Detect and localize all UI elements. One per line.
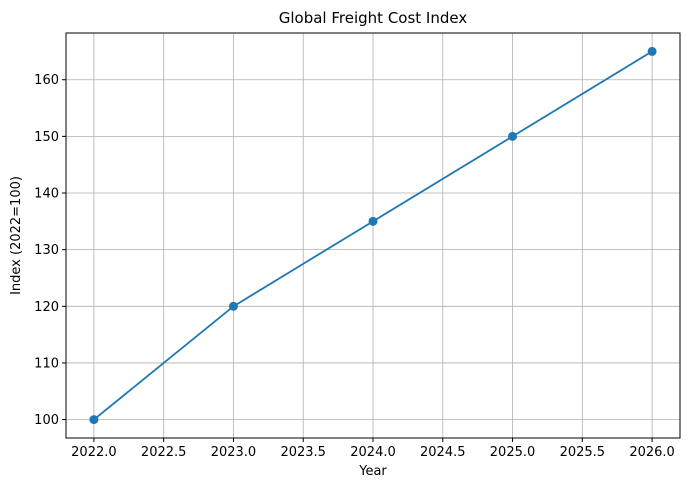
x-tick-label: 2024.0 <box>350 445 396 460</box>
data-point <box>89 415 99 425</box>
x-tick-label: 2022.0 <box>71 445 117 460</box>
data-point <box>647 46 657 56</box>
chart-title: Global Freight Cost Index <box>279 9 468 27</box>
y-tick-label: 120 <box>34 300 59 315</box>
x-tick-label: 2024.5 <box>420 445 466 460</box>
x-axis-label: Year <box>358 464 387 479</box>
y-tick-label: 100 <box>34 413 59 428</box>
x-tick-label: 2026.0 <box>629 445 675 460</box>
series-layer <box>89 46 657 425</box>
data-point <box>228 301 238 311</box>
data-point <box>368 216 378 226</box>
y-tick-label: 150 <box>34 130 59 145</box>
y-axis-ticks: 100 110 120 130 140 150 160 <box>34 73 66 428</box>
x-tick-label: 2025.0 <box>490 445 536 460</box>
x-axis-ticks: 2022.0 2022.5 2023.0 2023.5 2024.0 2024.5 2025… <box>71 438 675 460</box>
y-tick-label: 140 <box>34 187 59 202</box>
x-tick-label: 2023.0 <box>211 445 257 460</box>
x-tick-label: 2022.5 <box>141 445 187 460</box>
y-tick-label: 160 <box>34 73 59 88</box>
data-point <box>508 131 518 141</box>
x-tick-label: 2025.5 <box>560 445 606 460</box>
y-tick-label: 130 <box>34 243 59 258</box>
grid-lines <box>66 33 680 438</box>
x-tick-label: 2023.5 <box>280 445 326 460</box>
y-tick-label: 110 <box>34 356 59 371</box>
y-axis-label: Index (2022=100) <box>9 176 24 295</box>
